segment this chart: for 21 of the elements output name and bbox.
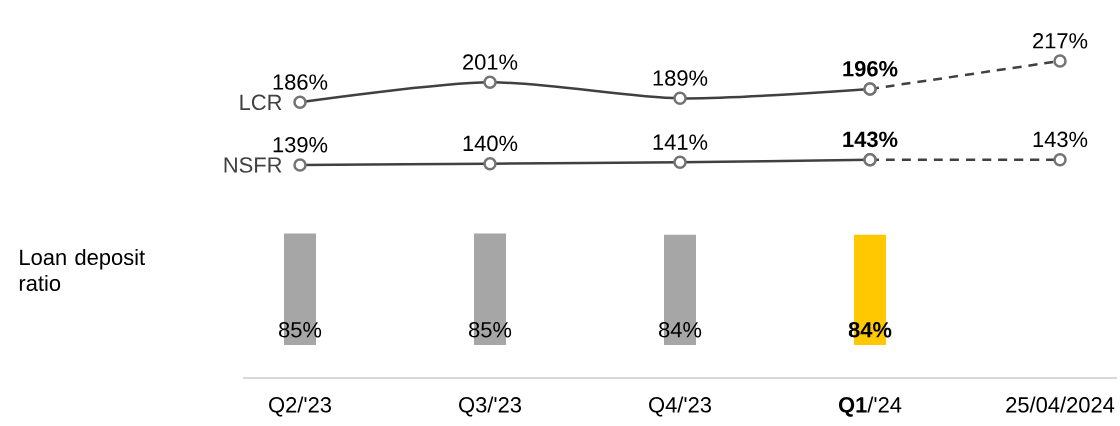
x-tick-label: Q1/'24 <box>838 396 902 417</box>
data-label: 201% <box>463 54 518 70</box>
data-label: 141% <box>653 134 708 150</box>
data-label: 140% <box>463 135 518 152</box>
data-label: 196% <box>843 60 898 77</box>
series-label: NSFR <box>224 157 282 173</box>
data-label: 143% <box>1033 131 1088 148</box>
data-label: 189% <box>653 70 708 86</box>
x-tick-label: Q2/'23 <box>269 396 331 417</box>
x-tick-label: 25/04/2024 <box>1006 396 1115 413</box>
data-label: 85% <box>469 321 512 338</box>
data-label: 84% <box>659 321 702 338</box>
data-label: 143% <box>843 131 898 148</box>
data-label: 186% <box>273 74 328 90</box>
data-label: 85% <box>279 321 322 338</box>
series-label: LCR <box>240 94 282 111</box>
x-tick-label: Q4/'23 <box>649 396 711 417</box>
y-axis-title: Loan deposit ratio <box>19 248 145 292</box>
data-label: 139% <box>273 136 328 153</box>
data-label: 217% <box>1033 33 1088 49</box>
x-tick-label: Q3/'23 <box>459 396 521 417</box>
